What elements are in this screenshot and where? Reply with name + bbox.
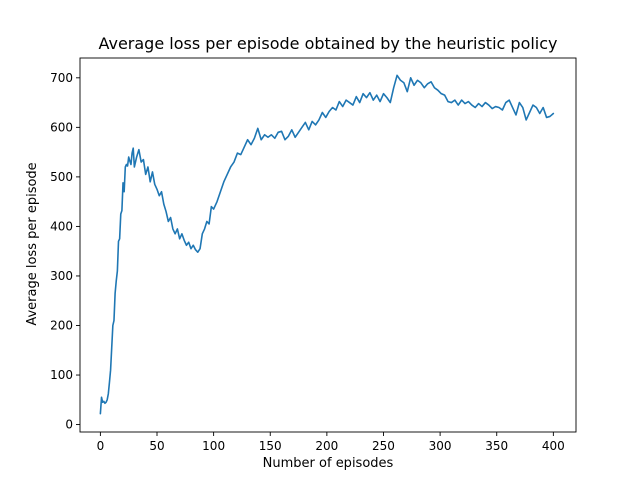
series-line-1 (99, 74, 555, 415)
x-axis-label: Number of episodes (263, 456, 394, 471)
y-tick-label: 100 (50, 368, 73, 382)
x-tick-label: 0 (97, 439, 105, 453)
y-tick-label: 700 (50, 71, 73, 85)
x-tick-label: 150 (259, 439, 282, 453)
y-tick-label: 600 (50, 120, 73, 134)
x-tick-label: 300 (429, 439, 452, 453)
y-tick-label: 500 (50, 170, 73, 184)
x-tick-label: 400 (542, 439, 565, 453)
x-tick-label: 50 (149, 439, 164, 453)
y-tick-label: 200 (50, 318, 73, 332)
y-tick-label: 300 (50, 269, 73, 283)
x-tick-label: 100 (202, 439, 225, 453)
y-tick-label: 0 (65, 418, 73, 432)
y-tick-label: 400 (50, 219, 73, 233)
x-tick-label: 350 (485, 439, 508, 453)
x-tick-label: 200 (315, 439, 338, 453)
plot-area: 0 50 100 150 200 250 300 350 400 0 100 200 300 400 500… (50, 57, 577, 453)
x-tick-label: 250 (372, 439, 395, 453)
y-axis-label: Average loss per episode (25, 162, 40, 325)
chart-title: Average loss per episode obtained by the… (98, 34, 557, 53)
axes-frame (79, 57, 577, 433)
